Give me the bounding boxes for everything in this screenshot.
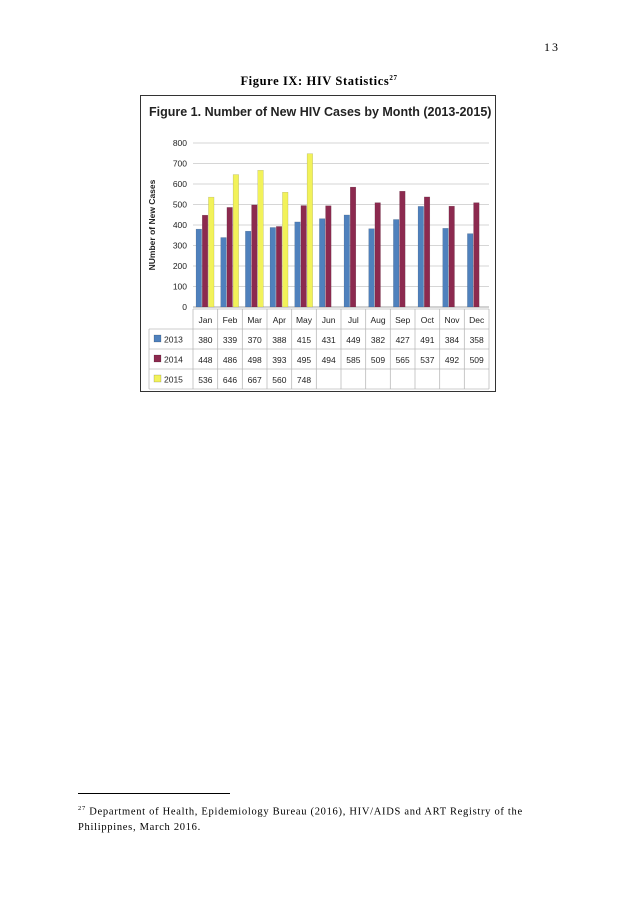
data-label-2015: 646 <box>223 375 237 385</box>
x-tick-label: Jun <box>322 315 336 325</box>
bar-2013-nov <box>442 228 449 308</box>
x-tick-label: Sep <box>395 315 410 325</box>
x-tick-label: Feb <box>223 315 238 325</box>
legend-label: 2014 <box>164 355 183 365</box>
y-axis-label: NUmber of New Cases <box>147 179 157 270</box>
x-tick-label: Apr <box>273 315 286 325</box>
x-tick-label: Jul <box>348 315 359 325</box>
bar-2013-aug <box>368 228 375 308</box>
bar-2014-oct <box>424 196 431 308</box>
bar-2014-mar <box>251 204 258 308</box>
bar-2013-apr <box>269 227 276 308</box>
bar-2014-may <box>300 205 307 308</box>
data-label-2013: 491 <box>420 335 434 345</box>
footnote-separator <box>78 793 230 794</box>
bar-2013-sep <box>393 219 400 308</box>
data-label-2013: 384 <box>445 335 459 345</box>
y-tick-label: 500 <box>173 200 187 210</box>
data-label-2014: 565 <box>396 355 410 365</box>
x-tick-label: Jan <box>198 315 212 325</box>
y-tick-label: 100 <box>173 282 187 292</box>
x-tick-label: Aug <box>370 315 385 325</box>
data-label-2014: 509 <box>371 355 385 365</box>
data-label-2013: 358 <box>470 335 484 345</box>
data-label-2014: 492 <box>445 355 459 365</box>
footnote-reference: 27 <box>389 74 398 82</box>
data-label-2014: 537 <box>420 355 434 365</box>
data-label-2015: 748 <box>297 375 311 385</box>
bar-2013-mar <box>245 230 252 308</box>
x-tick-label: Oct <box>421 315 435 325</box>
bar-2015-mar <box>257 170 264 308</box>
data-label-2014: 448 <box>198 355 212 365</box>
data-label-2013: 380 <box>198 335 212 345</box>
data-label-2014: 393 <box>272 355 286 365</box>
bar-2013-may <box>294 221 301 308</box>
legend-swatch-2014 <box>153 354 162 363</box>
x-tick-label: May <box>296 315 313 325</box>
y-tick-label: 700 <box>173 159 187 169</box>
bar-2014-apr <box>276 226 283 308</box>
bar-2014-jun <box>325 205 332 308</box>
y-tick-label: 400 <box>173 220 187 230</box>
bar-2015-feb <box>232 174 239 308</box>
y-tick-label: 600 <box>173 179 187 189</box>
bar-2013-jul <box>343 214 350 308</box>
data-label-2015: 536 <box>198 375 212 385</box>
data-label-2013: 427 <box>396 335 410 345</box>
data-label-2014: 585 <box>346 355 360 365</box>
bar-2015-jan <box>208 196 215 308</box>
bar-2013-jun <box>319 218 326 308</box>
data-label-2013: 449 <box>346 335 360 345</box>
data-label-2013: 431 <box>322 335 336 345</box>
footnote-marker: 27 <box>78 805 86 812</box>
page-number: 13 <box>544 40 560 54</box>
data-label-2014: 509 <box>470 355 484 365</box>
data-label-2014: 498 <box>248 355 262 365</box>
data-label-2013: 339 <box>223 335 237 345</box>
hiv-bar-chart: Figure 1. Number of New HIV Cases by Mon… <box>147 105 491 390</box>
bar-2013-feb <box>220 237 227 308</box>
bar-2013-jan <box>195 228 202 308</box>
data-label-2013: 388 <box>272 335 286 345</box>
x-tick-label: Mar <box>247 315 262 325</box>
y-tick-label: 0 <box>182 302 187 312</box>
data-label-2014: 486 <box>223 355 237 365</box>
y-tick-label: 800 <box>173 138 187 148</box>
data-label-2015: 667 <box>248 375 262 385</box>
bar-2013-oct <box>417 206 424 308</box>
bar-2014-jul <box>350 186 357 308</box>
bar-2015-apr <box>282 191 289 308</box>
data-label-2014: 495 <box>297 355 311 365</box>
legend-swatch-2015 <box>153 374 162 383</box>
x-tick-label: Nov <box>444 315 460 325</box>
bar-2014-aug <box>374 202 381 308</box>
bar-2014-jan <box>202 214 209 308</box>
y-tick-label: 200 <box>173 261 187 271</box>
data-label-2015: 560 <box>272 375 286 385</box>
bar-2014-feb <box>226 207 233 308</box>
y-tick-label: 300 <box>173 241 187 251</box>
bar-2014-nov <box>448 205 455 308</box>
bar-2015-may <box>306 153 313 308</box>
chart-title: Figure 1. Number of New HIV Cases by Mon… <box>149 105 491 119</box>
data-label-2013: 415 <box>297 335 311 345</box>
legend-label: 2015 <box>164 375 183 385</box>
figure-caption: Figure IX: HIV Statistics27 <box>0 74 638 89</box>
bar-2013-dec <box>467 233 474 308</box>
footnote-text: Department of Health, Epidemiology Burea… <box>78 806 523 833</box>
legend-swatch-2013 <box>153 334 162 343</box>
bar-2014-dec <box>473 202 480 308</box>
data-label-2013: 382 <box>371 335 385 345</box>
x-tick-label: Dec <box>469 315 485 325</box>
chart-image: Figure 1. Number of New HIV Cases by Mon… <box>140 95 496 392</box>
footnote: 27 Department of Health, Epidemiology Bu… <box>78 801 578 835</box>
figure-caption-text: Figure IX: HIV Statistics <box>240 74 390 89</box>
bar-2014-sep <box>399 190 406 308</box>
data-label-2013: 370 <box>248 335 262 345</box>
data-label-2014: 494 <box>322 355 336 365</box>
legend-label: 2013 <box>164 335 183 345</box>
